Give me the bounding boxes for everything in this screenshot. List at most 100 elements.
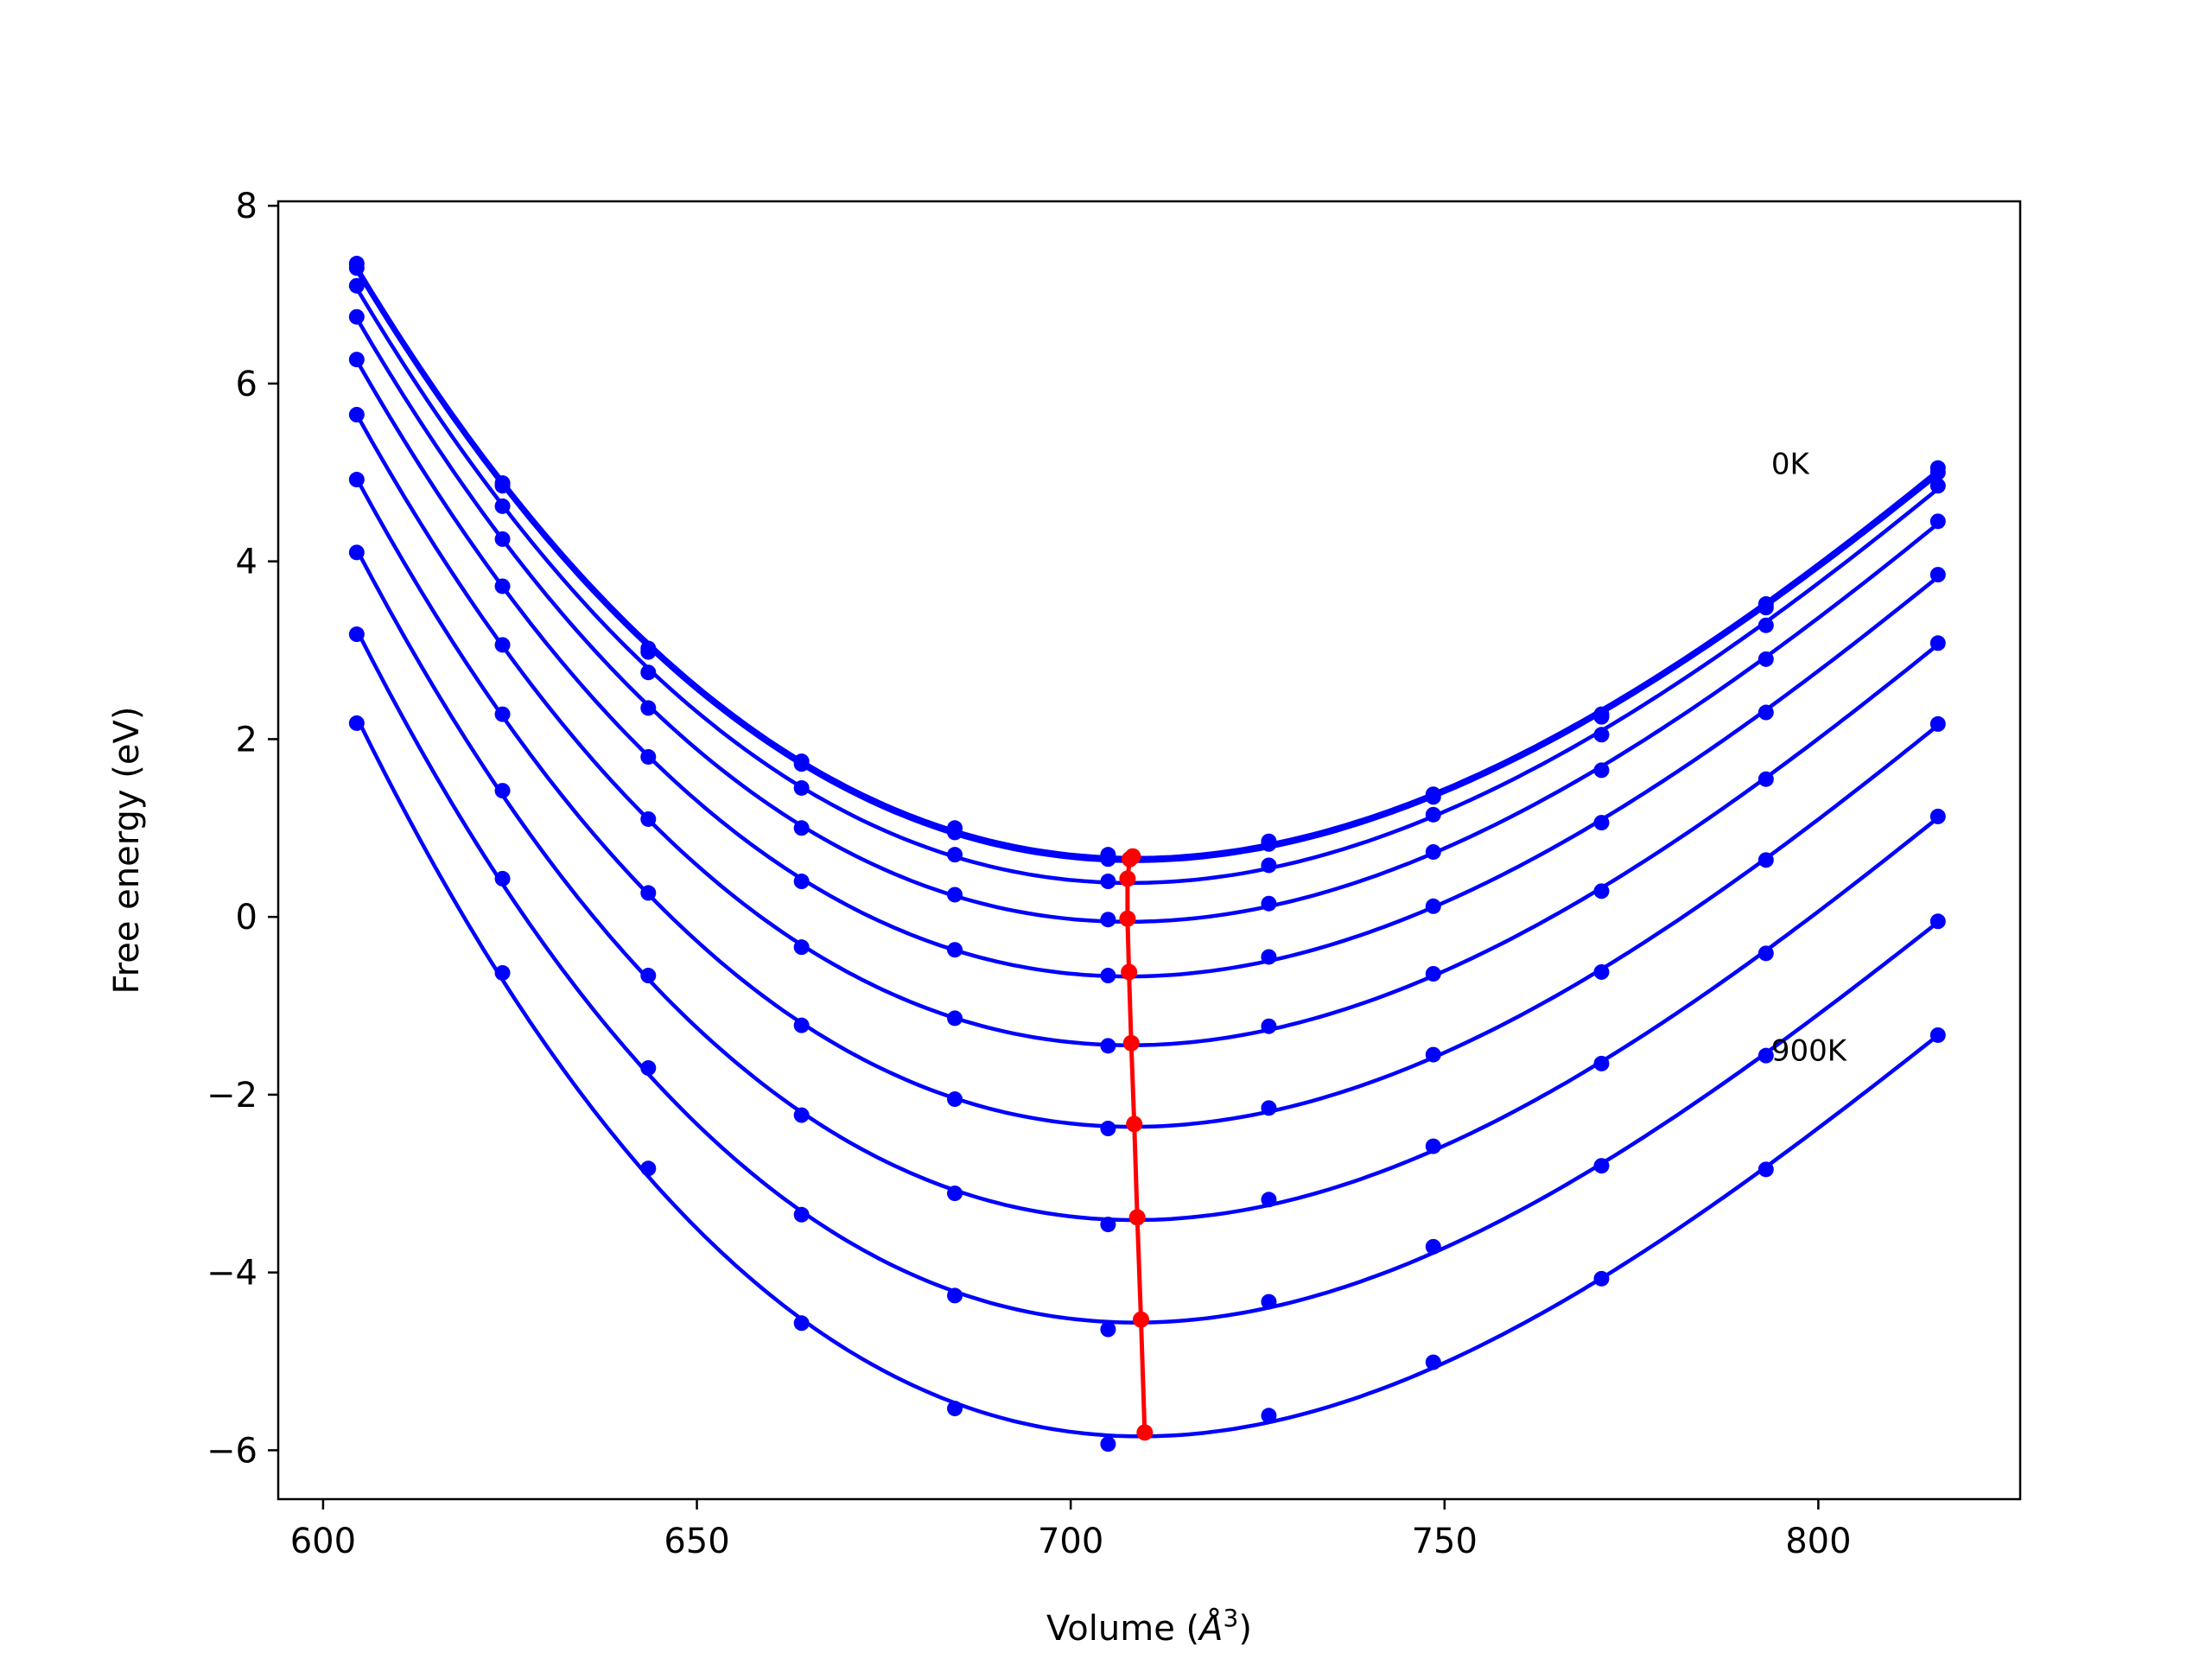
data-point bbox=[1593, 727, 1610, 743]
data-point bbox=[1758, 704, 1774, 721]
data-point bbox=[1929, 808, 1946, 824]
data-point bbox=[1758, 852, 1774, 868]
data-point bbox=[1261, 836, 1277, 852]
data-point bbox=[1929, 478, 1946, 494]
y-tick-label: 0 bbox=[236, 898, 257, 938]
data-point bbox=[1425, 789, 1441, 805]
data-point bbox=[348, 626, 365, 643]
annotations: 0K 900K bbox=[1771, 447, 1848, 1068]
x-axis-label: Volume (Å3) bbox=[1046, 1604, 1252, 1649]
x-tick-label: 750 bbox=[1412, 1522, 1478, 1561]
data-point bbox=[640, 1060, 657, 1077]
data-point bbox=[1593, 883, 1610, 899]
data-point bbox=[1593, 1158, 1610, 1174]
series-curve-7 bbox=[354, 548, 1940, 1223]
y-tick-label: 6 bbox=[236, 365, 257, 404]
minimum-point bbox=[1119, 870, 1136, 887]
data-point bbox=[1593, 1055, 1610, 1071]
x-tick-label: 800 bbox=[1785, 1522, 1851, 1561]
data-point bbox=[1100, 1038, 1116, 1054]
data-point bbox=[1593, 815, 1610, 831]
data-point bbox=[793, 1206, 810, 1223]
series-curve-4 bbox=[354, 359, 1940, 979]
data-point bbox=[494, 478, 511, 494]
data-point bbox=[1758, 1161, 1774, 1178]
minimum-point bbox=[1119, 910, 1136, 927]
data-point bbox=[1425, 1046, 1441, 1063]
data-point bbox=[640, 885, 657, 901]
data-point bbox=[1100, 851, 1116, 868]
data-point bbox=[1758, 771, 1774, 787]
data-point bbox=[348, 472, 365, 488]
minimum-point bbox=[1132, 1311, 1149, 1328]
data-point bbox=[640, 748, 657, 765]
data-point bbox=[494, 783, 511, 799]
y-tick-label: 2 bbox=[236, 720, 257, 760]
data-point bbox=[1593, 762, 1610, 779]
data-point bbox=[1100, 968, 1116, 984]
data-point bbox=[1261, 895, 1277, 912]
series-curve-6 bbox=[354, 477, 1940, 1129]
annotation-label: 0K bbox=[1771, 447, 1811, 481]
data-point bbox=[1100, 1217, 1116, 1233]
data-point bbox=[494, 498, 511, 514]
data-point bbox=[793, 1017, 810, 1033]
data-point bbox=[1261, 1018, 1277, 1034]
plot-frame bbox=[276, 200, 2022, 1501]
data-point bbox=[640, 700, 657, 716]
data-point bbox=[793, 820, 810, 836]
minimum-point bbox=[1121, 963, 1138, 981]
data-point bbox=[1425, 806, 1441, 823]
data-point bbox=[947, 1010, 963, 1027]
data-point bbox=[1929, 635, 1946, 652]
series-curve-2 bbox=[354, 287, 1940, 886]
data-point bbox=[947, 1185, 963, 1202]
data-point bbox=[947, 1401, 963, 1417]
data-point bbox=[1929, 567, 1946, 583]
y-axis-label: Free energy (eV) bbox=[107, 707, 147, 995]
data-point bbox=[640, 810, 657, 827]
data-point bbox=[494, 706, 511, 722]
minimum-point bbox=[1136, 1424, 1154, 1441]
data-point bbox=[1425, 1138, 1441, 1154]
data-point bbox=[1758, 945, 1774, 962]
data-point bbox=[1261, 1294, 1277, 1310]
data-point bbox=[1100, 912, 1116, 928]
annotation-label: 900K bbox=[1771, 1033, 1848, 1068]
y-tick-label: 8 bbox=[236, 187, 257, 226]
data-point bbox=[1593, 963, 1610, 980]
data-point bbox=[793, 1107, 810, 1123]
data-point bbox=[640, 664, 657, 681]
data-point bbox=[1261, 1100, 1277, 1116]
y-tick-label: −6 bbox=[207, 1431, 257, 1471]
data-point bbox=[348, 277, 365, 294]
minima-line bbox=[1125, 855, 1147, 1433]
minimum-point bbox=[1128, 1209, 1146, 1226]
data-point bbox=[348, 260, 365, 276]
x-tick-label: 600 bbox=[290, 1522, 356, 1561]
data-point bbox=[793, 779, 810, 796]
series-curve-3 bbox=[354, 317, 1940, 925]
data-point bbox=[1261, 857, 1277, 874]
data-point bbox=[494, 637, 511, 653]
data-point bbox=[1758, 600, 1774, 616]
series-curve-5 bbox=[354, 413, 1940, 1047]
x-tick-label: 650 bbox=[664, 1522, 729, 1561]
data-point bbox=[1929, 913, 1946, 930]
axis-ticks: 600 650 700 750 800 8 6 4 2 0 −2 −4 −6 bbox=[207, 187, 1852, 1561]
data-point bbox=[1758, 617, 1774, 633]
data-point bbox=[640, 968, 657, 984]
data-point bbox=[1929, 464, 1946, 480]
data-point bbox=[1261, 949, 1277, 965]
minimum-point bbox=[1122, 850, 1139, 868]
data-point bbox=[947, 1287, 963, 1304]
data-point bbox=[793, 756, 810, 772]
data-point bbox=[1100, 1436, 1116, 1452]
data-point bbox=[947, 824, 963, 841]
data-point bbox=[1425, 1238, 1441, 1255]
data-point bbox=[1425, 844, 1441, 861]
data-point bbox=[494, 578, 511, 594]
data-point bbox=[348, 308, 365, 325]
